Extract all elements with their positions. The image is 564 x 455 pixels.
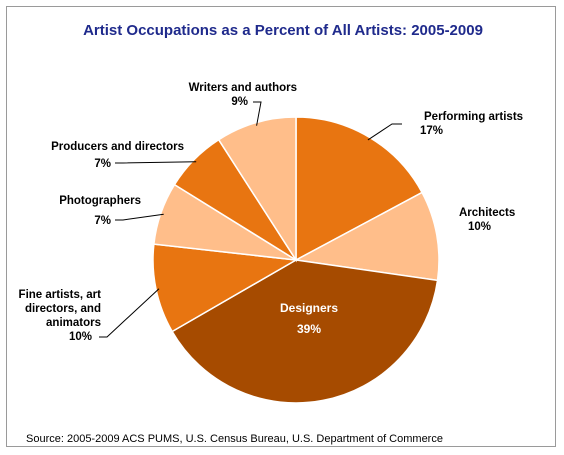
slice-label-fine-artists-art-directors-and-animators: animators: [46, 317, 101, 329]
pie-slice-writers-and-authors: [217, 116, 297, 263]
leader-line-producers-and-directors: [115, 161, 197, 164]
slice-value-fine-artists-art-directors-and-animators: 10%: [69, 331, 92, 343]
leader-line-fine-artists-art-directors-and-animators: [99, 288, 160, 338]
pie-chart: Performing artists 17% Architects 10% Design…: [19, 82, 523, 404]
leader-line-photographers: [115, 213, 164, 221]
pie-slice-architects: [293, 191, 440, 282]
pie-slice-performing-artists: [295, 116, 424, 262]
slice-value-writers-and-authors: 9%: [231, 96, 248, 108]
slice-label-producers-and-directors: Producers and directors: [51, 141, 184, 153]
slice-label-fine-artists-art-directors-and-animators: directors, and: [25, 303, 101, 315]
slice-label-designers: Designers: [280, 301, 338, 315]
slice-value-producers-and-directors: 7%: [94, 158, 111, 170]
slice-label-architects: Architects: [459, 207, 515, 219]
slice-label-writers-and-authors: Writers and authors: [189, 82, 297, 94]
slice-label-photographers: Photographers: [59, 195, 141, 207]
chart-title: Artist Occupations as a Percent of All A…: [83, 22, 483, 39]
slice-value-designers: 39%: [297, 322, 321, 336]
leader-line-performing-artists: [367, 123, 402, 141]
pie-slice-designers: [171, 259, 439, 404]
source-note: Source: 2005-2009 ACS PUMS, U.S. Census …: [26, 433, 443, 445]
slice-value-performing-artists: 17%: [420, 125, 443, 137]
chart-frame: Artist Occupations as a Percent of All A…: [6, 6, 556, 447]
pie-slice-fine-artists-art-directors-and-animators: [152, 243, 299, 333]
slice-value-architects: 10%: [468, 221, 491, 233]
slice-value-photographers: 7%: [94, 215, 111, 227]
leader-line-writers-and-authors: [253, 101, 262, 126]
slice-label-performing-artists: Performing artists: [424, 111, 523, 123]
slice-label-fine-artists-art-directors-and-animators: Fine artists, art: [19, 289, 102, 301]
